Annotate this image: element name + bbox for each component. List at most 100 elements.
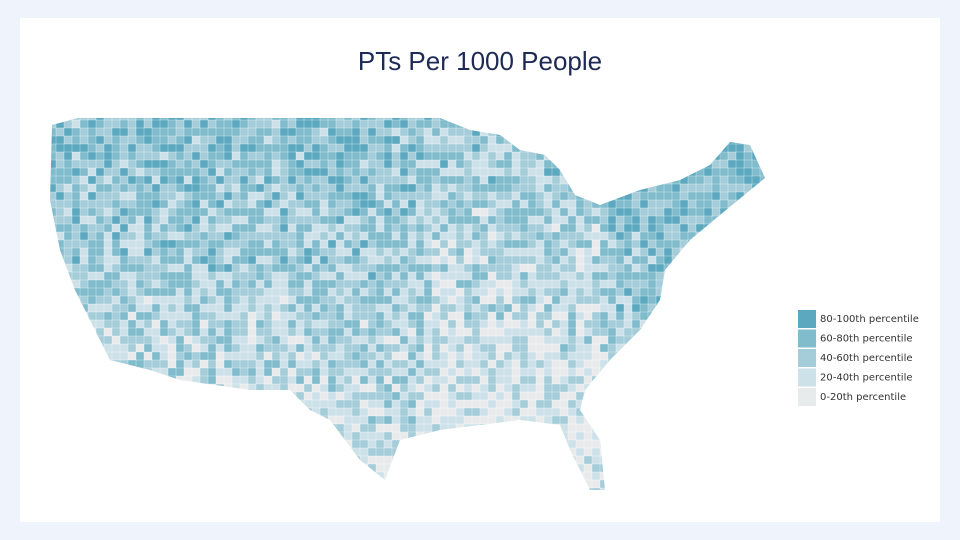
county — [135, 263, 145, 273]
county — [319, 143, 329, 153]
county — [623, 335, 633, 345]
county — [327, 303, 337, 313]
county — [695, 431, 705, 441]
county — [463, 263, 473, 273]
county — [143, 407, 153, 417]
county — [383, 295, 393, 305]
county — [495, 295, 505, 305]
county — [335, 335, 345, 345]
county — [743, 423, 753, 433]
county — [487, 127, 497, 137]
county — [631, 199, 641, 209]
county — [351, 151, 361, 161]
county — [375, 287, 385, 297]
county — [759, 359, 765, 369]
county — [623, 143, 633, 153]
county — [439, 343, 449, 353]
county — [575, 151, 585, 161]
county — [111, 463, 121, 473]
county — [751, 303, 761, 313]
county — [431, 407, 441, 417]
county — [71, 271, 81, 281]
county — [415, 119, 425, 129]
county — [343, 199, 353, 209]
county — [71, 383, 81, 393]
county — [447, 263, 457, 273]
county — [495, 287, 505, 297]
county — [399, 127, 409, 137]
county — [359, 423, 369, 433]
county — [143, 175, 153, 185]
county — [655, 183, 665, 193]
county — [447, 407, 457, 417]
county — [271, 359, 281, 369]
county — [623, 431, 633, 441]
county — [79, 487, 89, 490]
county — [479, 479, 489, 489]
county — [343, 399, 353, 409]
county — [623, 135, 633, 145]
county — [567, 431, 577, 441]
county — [143, 119, 153, 129]
county — [551, 327, 561, 337]
county — [223, 335, 233, 345]
county — [151, 127, 161, 137]
county — [599, 311, 609, 321]
county — [79, 143, 89, 153]
county — [479, 295, 489, 305]
county — [519, 319, 529, 329]
county — [743, 439, 753, 449]
county — [95, 239, 105, 249]
county — [375, 159, 385, 169]
county — [295, 439, 305, 449]
county — [535, 383, 545, 393]
county — [183, 135, 193, 145]
county — [343, 231, 353, 241]
county — [751, 423, 761, 433]
county — [455, 231, 465, 241]
county — [231, 279, 241, 289]
county — [151, 231, 161, 241]
county — [199, 447, 209, 457]
county — [335, 439, 345, 449]
county — [719, 151, 729, 161]
county — [703, 207, 713, 217]
county — [671, 439, 681, 449]
county — [527, 223, 537, 233]
county — [151, 375, 161, 385]
county — [567, 375, 577, 385]
county — [623, 439, 633, 449]
county — [719, 351, 729, 361]
county — [95, 119, 105, 129]
county — [495, 479, 505, 489]
county — [159, 263, 169, 273]
county — [471, 327, 481, 337]
county — [143, 127, 153, 137]
county — [95, 383, 105, 393]
county — [631, 167, 641, 177]
county — [303, 471, 313, 481]
county — [591, 407, 601, 417]
county — [127, 359, 137, 369]
county — [447, 239, 457, 249]
county — [55, 215, 65, 225]
county — [127, 415, 137, 425]
county — [607, 118, 617, 121]
county — [647, 319, 657, 329]
county — [71, 359, 81, 369]
county — [111, 487, 121, 490]
county — [287, 375, 297, 385]
county — [503, 135, 513, 145]
county — [759, 279, 765, 289]
county — [327, 423, 337, 433]
county — [407, 215, 417, 225]
county — [183, 431, 193, 441]
county — [471, 118, 481, 121]
county — [79, 118, 89, 121]
county — [415, 359, 425, 369]
county — [327, 287, 337, 297]
county — [575, 319, 585, 329]
county — [383, 463, 393, 473]
county — [303, 463, 313, 473]
county — [447, 431, 457, 441]
